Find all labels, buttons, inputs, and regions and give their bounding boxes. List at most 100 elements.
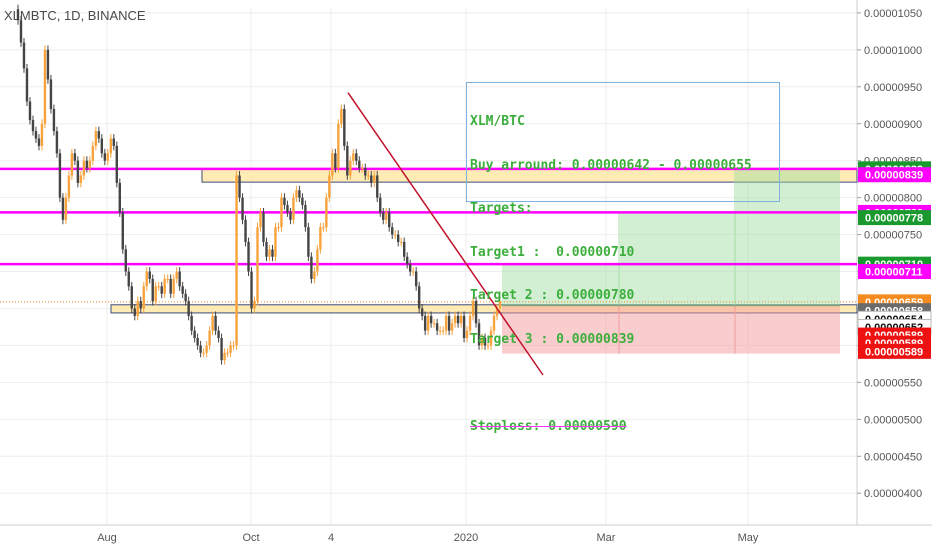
candle-body <box>43 49 47 124</box>
candle-body <box>286 205 289 213</box>
y-tick-label: 0.00000900 <box>864 119 922 131</box>
y-tick-label: 0.00000950 <box>864 82 922 94</box>
candle-body <box>441 330 445 332</box>
candle-body <box>388 212 391 228</box>
candle-body <box>352 153 355 161</box>
candle-body <box>202 352 205 354</box>
candle-body <box>223 352 226 361</box>
candle-body <box>492 315 496 331</box>
candle-body <box>85 160 89 169</box>
candle-body <box>46 49 50 80</box>
candle-body <box>247 241 250 272</box>
candle-body <box>447 315 451 331</box>
candle-body <box>16 9 20 21</box>
candle-body <box>271 249 274 257</box>
candle-body <box>109 138 113 154</box>
candle-body <box>319 227 322 250</box>
candle-body <box>376 175 379 198</box>
candle-body <box>163 278 166 294</box>
note-line-pair: XLM/BTC <box>470 114 525 129</box>
candle-body <box>37 138 41 146</box>
candle-body <box>277 227 280 229</box>
candle-body <box>82 160 86 176</box>
candle-body <box>40 123 44 146</box>
candle-body <box>268 249 271 257</box>
symbol-title: XLMBTC, 1D, BINANCE <box>4 8 146 23</box>
candle-body <box>193 330 196 339</box>
candle-body <box>256 227 259 302</box>
candle-body <box>250 271 253 309</box>
candle-body <box>130 286 133 309</box>
candle-body <box>450 323 454 331</box>
candle-body <box>157 286 160 288</box>
note-line-buy: Buy arround: 0.00000642 - 0.00000655 <box>470 157 752 173</box>
profit-zone-2[interactable] <box>618 212 736 306</box>
candle-body <box>471 301 475 316</box>
candle-body <box>127 271 130 287</box>
price-tag[interactable] <box>858 167 931 183</box>
y-tick-label: 0.00000800 <box>864 193 922 205</box>
candle-body <box>343 108 346 146</box>
candle-body <box>402 241 406 257</box>
candle-body <box>169 278 172 294</box>
candle-body <box>289 212 292 220</box>
candle-body <box>232 345 235 347</box>
candle-body <box>67 175 71 198</box>
candle-body <box>244 219 247 242</box>
trade-note[interactable]: XLM/BTC Buy arround: 0.00000642 - 0.0000… <box>466 82 780 433</box>
candle-body <box>199 345 202 353</box>
note-line-target3: Target 3 : 0.00000839 <box>470 331 635 347</box>
candle-body <box>259 212 262 228</box>
candle-body <box>265 241 268 257</box>
candle-body <box>310 256 313 279</box>
candle-body <box>414 271 418 287</box>
trend-line[interactable] <box>347 92 544 376</box>
candle-body <box>411 271 415 273</box>
candle-body <box>307 227 310 257</box>
candle-body <box>459 315 463 324</box>
candle-body <box>124 249 127 272</box>
candle-body <box>55 131 59 154</box>
price-tag[interactable] <box>858 210 931 226</box>
candle-body <box>364 168 367 176</box>
loss-zone-3[interactable] <box>734 305 840 354</box>
candle-body <box>405 256 409 265</box>
note-stoploss-text: Stoploss: 0.00000590 <box>470 418 627 434</box>
note-line-target2: Target 2 : 0.00000780 <box>470 288 635 303</box>
profit-zone-3[interactable] <box>734 168 840 306</box>
candle-body <box>145 271 148 287</box>
y-tick-label: 0.00000750 <box>864 230 922 242</box>
price-tag-label: 0.00000778 <box>865 213 923 225</box>
candle-body <box>468 315 472 331</box>
candle-body <box>196 338 199 346</box>
y-tick-label: 0.00001050 <box>864 8 922 20</box>
candle-body <box>453 315 457 324</box>
candle-body <box>397 234 400 242</box>
candle-body <box>495 308 499 316</box>
candle-body <box>361 168 364 170</box>
loss-zone-2[interactable] <box>618 305 736 354</box>
loss-zone-1[interactable] <box>502 305 620 354</box>
candle-body <box>226 352 229 354</box>
candle-body <box>118 182 121 213</box>
profit-zone-1[interactable] <box>502 264 620 306</box>
candle-body <box>477 323 481 346</box>
candle-body <box>337 123 340 169</box>
price-tag-label: 0.00000589 <box>865 346 923 358</box>
candle-body <box>283 197 286 206</box>
price-tag[interactable] <box>858 264 931 280</box>
candle-body <box>28 101 32 121</box>
zone-support[interactable] <box>110 304 858 314</box>
price-tag[interactable] <box>858 343 931 359</box>
candle-body <box>121 212 124 250</box>
candle-body <box>58 153 62 198</box>
candle-body <box>148 271 151 279</box>
x-tick-label: 2020 <box>454 532 478 544</box>
x-tick-label: 4 <box>328 532 334 544</box>
candle-body <box>295 190 298 198</box>
candle-body <box>429 315 433 324</box>
candle-body <box>61 197 65 220</box>
x-tick-label: Mar <box>597 532 616 544</box>
candle-body <box>325 197 328 228</box>
